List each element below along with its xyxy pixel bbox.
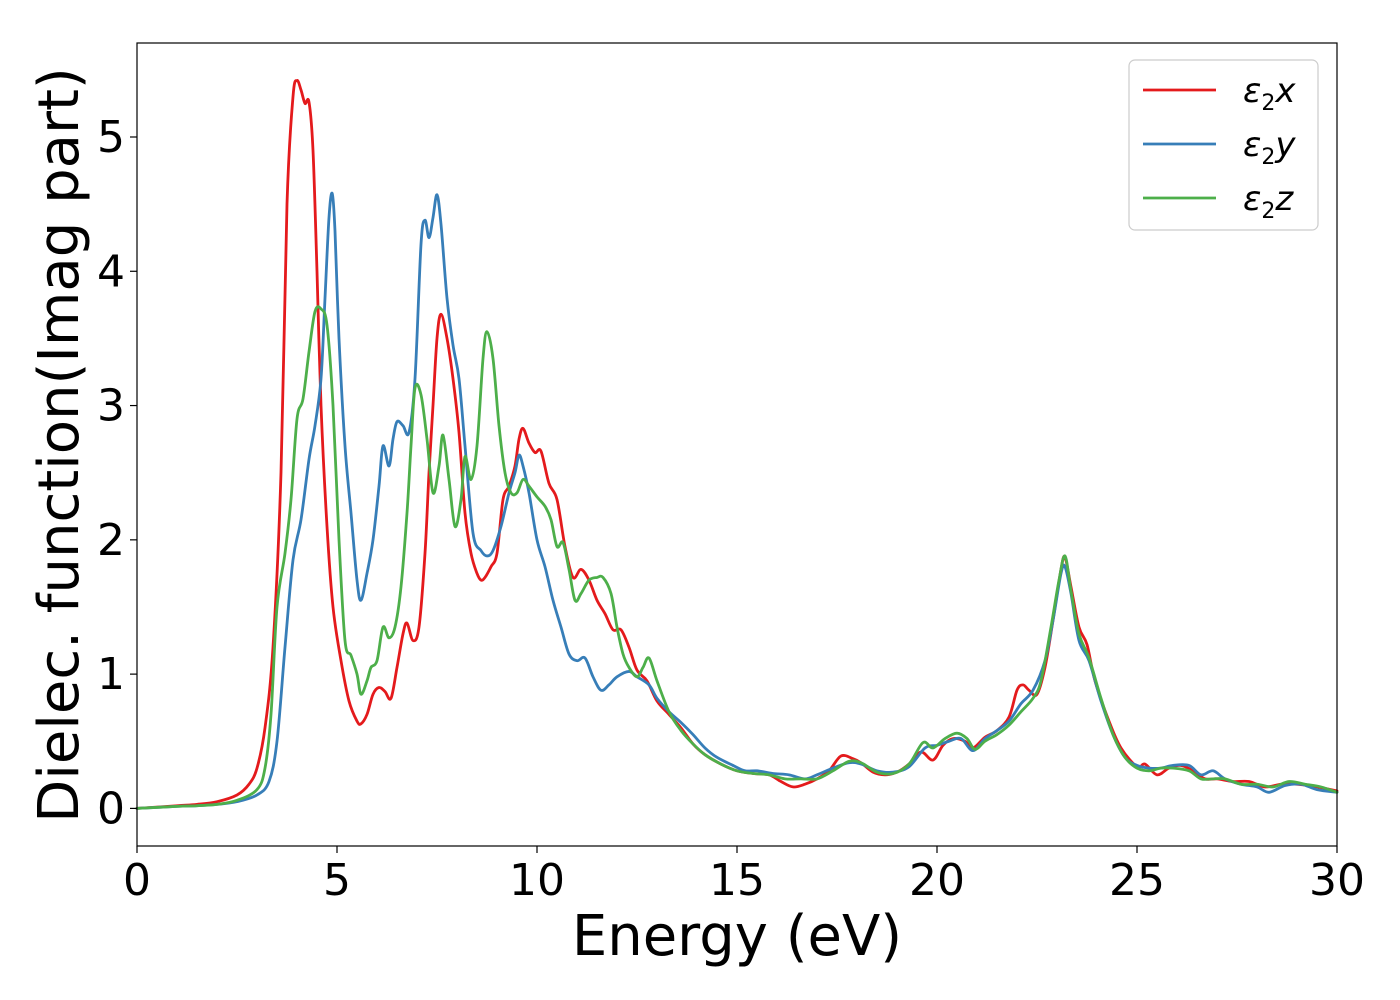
x-tick-label: 15 xyxy=(709,855,765,906)
y-tick-label: 5 xyxy=(97,112,125,163)
x-axis-label: Energy (eV) xyxy=(572,904,902,969)
y-tick-label: 0 xyxy=(97,783,125,834)
x-tick-label: 10 xyxy=(509,855,565,906)
x-tick-label: 30 xyxy=(1309,855,1365,906)
legend-label-y: ε2y xyxy=(1243,125,1296,170)
x-tick-label: 20 xyxy=(909,855,965,906)
y-tick-label: 1 xyxy=(97,649,125,700)
y-axis: 0 1 2 3 4 5 xyxy=(97,112,137,834)
legend-label-x: ε2x xyxy=(1243,71,1296,116)
x-axis: 0 5 10 15 20 25 30 xyxy=(123,846,1365,906)
legend: ε2x ε2y ε2z xyxy=(1128,59,1319,231)
series-layer xyxy=(135,79,1339,810)
y-axis-label: Dielec. function(Imag part) xyxy=(27,67,92,823)
series-line-z xyxy=(135,305,1339,810)
legend-label-z: ε2z xyxy=(1243,179,1294,224)
x-tick-label: 5 xyxy=(323,855,351,906)
x-tick-label: 0 xyxy=(123,855,151,906)
y-tick-label: 3 xyxy=(97,381,125,432)
y-tick-label: 2 xyxy=(97,515,125,566)
legend-box xyxy=(1128,59,1319,231)
y-tick-label: 4 xyxy=(97,246,125,297)
x-tick-label: 25 xyxy=(1109,855,1165,906)
